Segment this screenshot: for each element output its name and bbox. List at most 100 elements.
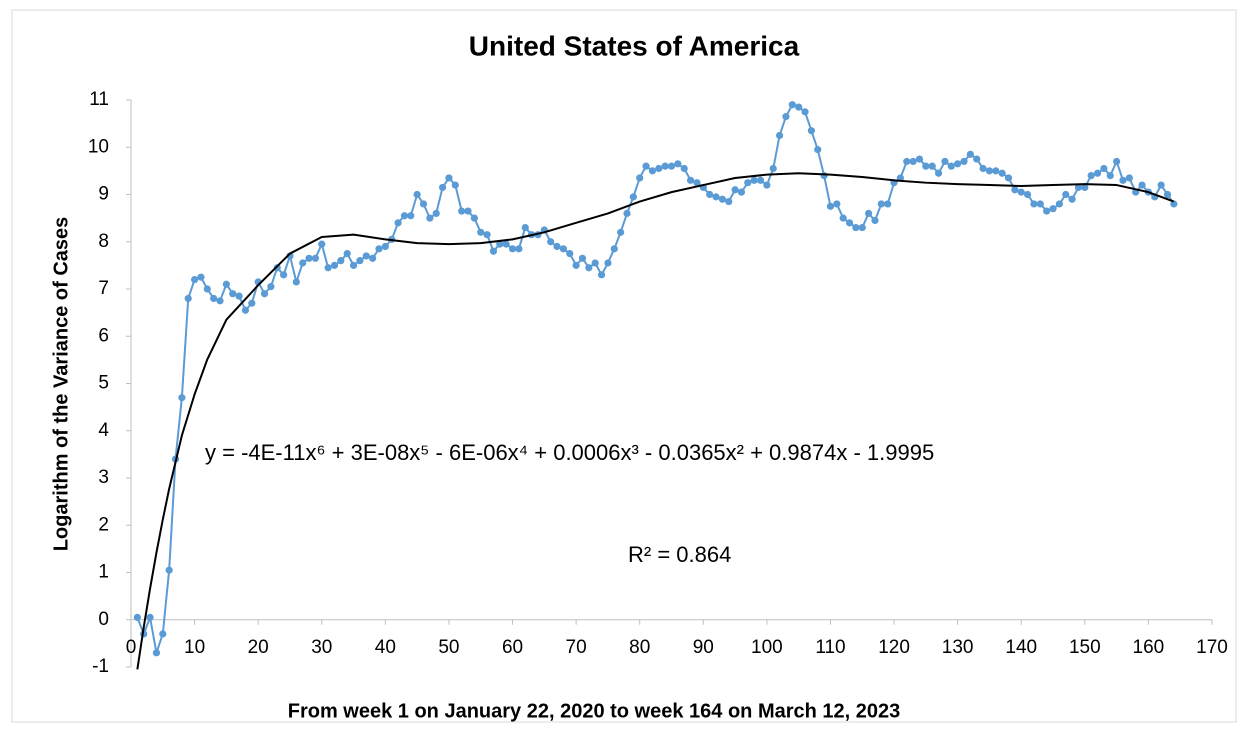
data-point — [235, 292, 243, 300]
data-point — [1113, 157, 1121, 166]
data-point — [1023, 190, 1032, 199]
data-point — [718, 195, 726, 203]
data-point — [464, 207, 472, 215]
data-point — [553, 242, 561, 251]
data-point — [1093, 169, 1102, 177]
data-point — [369, 254, 377, 262]
data-point — [1068, 195, 1076, 203]
data-point — [985, 167, 994, 175]
data-point — [814, 146, 822, 154]
data-point — [445, 174, 453, 182]
data-point — [1157, 181, 1165, 189]
data-point — [871, 216, 879, 225]
data-point — [1074, 183, 1083, 192]
data-point — [597, 271, 606, 279]
data-point — [629, 193, 637, 201]
data-point — [496, 240, 504, 248]
data-point — [426, 214, 434, 222]
data-point — [744, 179, 752, 187]
data-point — [190, 275, 199, 284]
data-point — [960, 157, 968, 166]
y-tick-label: 9 — [98, 184, 109, 205]
data-point — [1087, 172, 1095, 180]
data-point — [1036, 200, 1044, 208]
data-point — [826, 202, 835, 210]
data-point — [248, 299, 256, 307]
data-point — [133, 613, 141, 621]
data-point — [591, 259, 599, 267]
data-point — [483, 231, 491, 239]
data-point — [400, 212, 409, 220]
data-point — [394, 219, 402, 227]
x-tick-label: 60 — [502, 637, 523, 658]
data-point — [311, 254, 320, 262]
data-point — [337, 257, 345, 265]
data-point — [877, 200, 885, 208]
data-point — [661, 162, 669, 170]
data-point — [407, 212, 415, 220]
data-point — [267, 283, 275, 291]
x-tick-label: 140 — [1005, 637, 1037, 658]
data-point — [648, 167, 657, 175]
data-point — [362, 252, 370, 260]
chart-title: United States of America — [469, 30, 800, 61]
data-point — [1055, 200, 1063, 208]
data-point — [979, 164, 987, 173]
data-point — [1062, 190, 1070, 199]
data-point — [884, 200, 892, 208]
data-point — [642, 162, 650, 170]
data-point — [547, 238, 555, 246]
x-tick-label: 50 — [438, 637, 459, 658]
data-point — [165, 566, 173, 574]
x-tick-label: 150 — [1069, 637, 1101, 658]
data-point — [712, 193, 720, 201]
x-axis-label: From week 1 on January 22, 2020 to week … — [288, 700, 901, 722]
data-point — [508, 245, 517, 253]
data-point — [178, 394, 186, 402]
data-point — [947, 162, 955, 170]
y-tick-label: 4 — [98, 420, 109, 441]
data-point — [419, 200, 428, 208]
data-point — [458, 207, 466, 215]
data-point — [928, 162, 936, 170]
data-point — [203, 285, 211, 293]
data-point — [706, 190, 714, 199]
x-tick-label: 0 — [126, 637, 137, 658]
data-point — [610, 245, 618, 253]
data-point — [966, 150, 974, 158]
data-point — [280, 271, 288, 279]
data-point — [725, 197, 733, 206]
data-point — [273, 264, 281, 272]
data-point — [566, 249, 574, 258]
data-point — [807, 127, 815, 135]
chart-border — [11, 9, 1237, 723]
x-tick-label: 160 — [1133, 637, 1165, 658]
data-point — [782, 112, 790, 121]
data-point — [197, 273, 205, 281]
data-point — [839, 214, 847, 222]
x-tick-label: 40 — [375, 637, 396, 658]
data-point — [776, 131, 784, 140]
y-tick-label: 5 — [98, 373, 109, 394]
x-tick-label: 20 — [248, 637, 269, 658]
data-point — [820, 172, 828, 180]
data-point — [686, 176, 695, 184]
data-point — [330, 261, 339, 269]
x-tick-label: 80 — [629, 637, 650, 658]
data-point — [737, 188, 746, 196]
data-point — [788, 101, 796, 109]
y-tick-label: 0 — [98, 609, 109, 630]
data-point — [216, 297, 224, 305]
y-axis-label: Logarithm of the Variance of Cases — [50, 217, 72, 552]
data-point — [356, 257, 364, 265]
data-point — [241, 306, 250, 314]
data-point — [1017, 188, 1025, 196]
data-point — [477, 228, 485, 236]
data-point — [954, 160, 962, 168]
data-point — [922, 162, 930, 170]
data-point — [756, 176, 765, 184]
x-tick-label: 90 — [693, 637, 714, 658]
data-point — [1030, 200, 1038, 208]
data-point — [1049, 205, 1057, 213]
